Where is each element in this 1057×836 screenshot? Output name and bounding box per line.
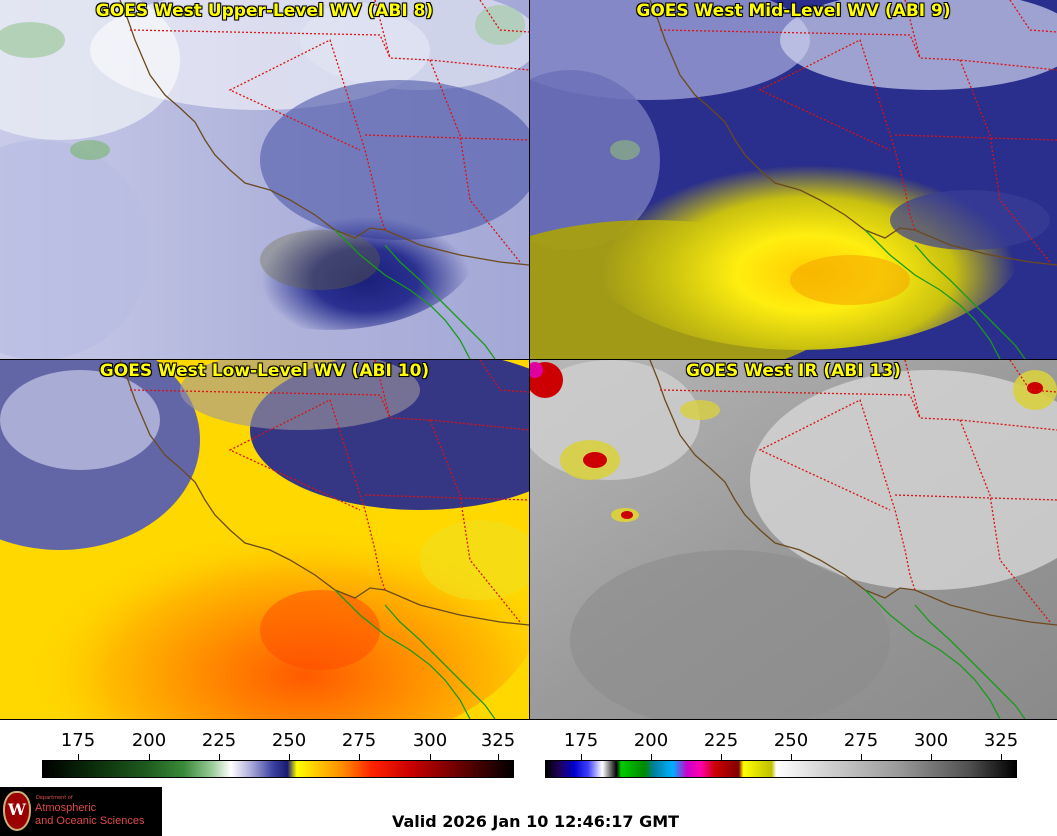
colorbar-tick: 200 xyxy=(131,730,167,751)
colorbar-tick: 300 xyxy=(412,730,448,751)
colorbar-tick: 250 xyxy=(271,730,307,751)
uw-seal-icon: W xyxy=(3,791,31,831)
panel-title: GOES West IR (ABI 13) xyxy=(686,361,901,381)
panel-title: GOES West Upper-Level WV (ABI 8) xyxy=(95,1,434,21)
colorbar-tick: 225 xyxy=(703,730,739,751)
colorbar-tick: 225 xyxy=(201,730,237,751)
mid-level-wv-image xyxy=(530,0,1057,359)
aos-logo: W Department of Atmospheric and Oceanic … xyxy=(0,787,162,836)
colorbar-tick: 300 xyxy=(913,730,949,751)
logo-department-text: Department of xyxy=(36,795,73,801)
low-level-wv-image xyxy=(0,360,529,719)
map-overlay xyxy=(119,0,529,359)
panel-title: GOES West Low-Level WV (ABI 10) xyxy=(99,361,430,381)
panel-upper-level-wv: GOES West Upper-Level WV (ABI 8) xyxy=(0,0,529,359)
colorbar-tick: 325 xyxy=(983,730,1019,751)
logo-line1: Atmospheric xyxy=(35,802,97,814)
colorbar-tick: 200 xyxy=(633,730,669,751)
panel-mid-level-wv: GOES West Mid-Level WV (ABI 9) xyxy=(530,0,1057,359)
colorbar-tick: 325 xyxy=(480,730,516,751)
colorbar-strip-wv xyxy=(42,760,514,778)
colorbar-strip-ir xyxy=(545,760,1017,778)
colorbar-tick: 175 xyxy=(563,730,599,751)
vertical-divider xyxy=(529,0,530,720)
upper-level-wv-image xyxy=(0,0,529,359)
horizontal-divider xyxy=(0,359,1057,360)
panel-ir: GOES West IR (ABI 13) xyxy=(530,360,1057,719)
colorbar-tick: 175 xyxy=(60,730,96,751)
panel-title: GOES West Mid-Level WV (ABI 9) xyxy=(636,1,951,21)
colorbar-wv: 175 200 225 250 275 300 325 xyxy=(0,720,529,782)
bottom-divider xyxy=(0,719,1057,720)
logo-line2: and Oceanic Sciences xyxy=(35,815,145,827)
colorbar-tick: 275 xyxy=(341,730,377,751)
valid-time: Valid 2026 Jan 10 12:46:17 GMT xyxy=(392,812,680,831)
colorbar-tick: 275 xyxy=(843,730,879,751)
colorbar-ir: 175 200 225 250 275 300 325 xyxy=(530,720,1057,782)
ir-image xyxy=(530,360,1057,719)
colorbar-tick: 250 xyxy=(773,730,809,751)
panel-low-level-wv: GOES West Low-Level WV (ABI 10) xyxy=(0,360,529,719)
